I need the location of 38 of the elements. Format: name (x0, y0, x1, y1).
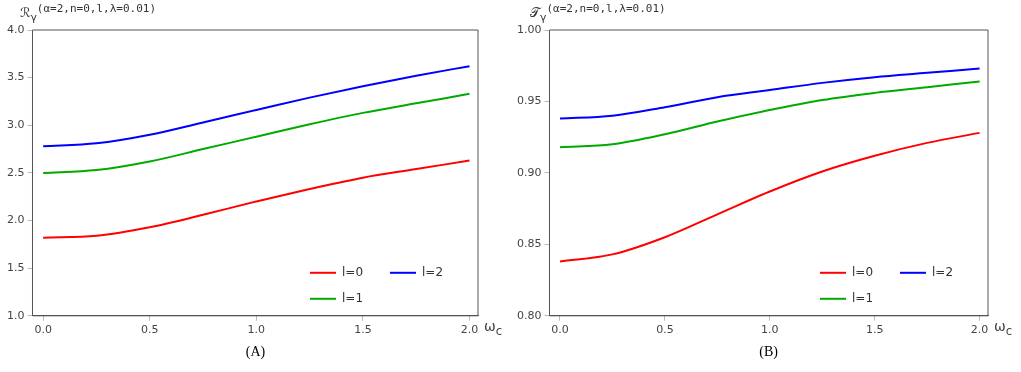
x-tick-label: 0.5 (656, 323, 674, 337)
text: (B) (759, 344, 778, 360)
line-series (558, 80, 981, 149)
y-tick-label: 0.90 (516, 165, 542, 179)
x-tick-label: 2.0 (970, 323, 989, 337)
legend-label: l=2 (932, 264, 954, 279)
line-series (558, 131, 981, 263)
y-tick-label: 1.0 (6, 308, 25, 322)
y-tick-label: 3.5 (6, 70, 25, 84)
x-axis-title: ω$_{c}$ (484, 317, 503, 338)
y-tick-label: 0.80 (516, 308, 542, 322)
legend-label: l=2 (422, 264, 444, 279)
x-tick-label: 0.5 (140, 323, 159, 337)
y-tick-label: 0.85 (516, 237, 542, 251)
y-tick-label: 1.00 (516, 22, 542, 36)
x-tick-label: 1.5 (865, 323, 884, 337)
x-tick-label: 0.0 (34, 323, 52, 337)
y-tick-label: 0.95 (516, 94, 542, 108)
x-axis-title: ω$_{c}$ (994, 317, 1013, 338)
line-series (42, 159, 471, 239)
x-tick-label: 2.0 (460, 323, 479, 337)
x-tick-label: 1.0 (761, 323, 779, 337)
legend-label: l=1 (342, 290, 364, 305)
legend-label: l=0 (342, 264, 364, 279)
y-tick-label: 4.0 (6, 22, 25, 36)
y-tick-label: 3.0 (6, 118, 25, 132)
line-series (558, 67, 981, 120)
x-tick-label: 0.0 (551, 323, 569, 337)
x-tick-label: 1.0 (247, 323, 266, 337)
legend-label: l=0 (852, 264, 874, 279)
y-tick-label: 2.5 (6, 165, 25, 179)
x-tick-label: 1.5 (354, 323, 372, 337)
y-tick-label: 1.5 (6, 261, 25, 275)
line-series (42, 92, 471, 174)
legend-label: l=1 (852, 290, 874, 305)
line-series (42, 65, 471, 148)
y-tick-label: 2.0 (6, 213, 25, 227)
text: (A) (245, 344, 266, 360)
